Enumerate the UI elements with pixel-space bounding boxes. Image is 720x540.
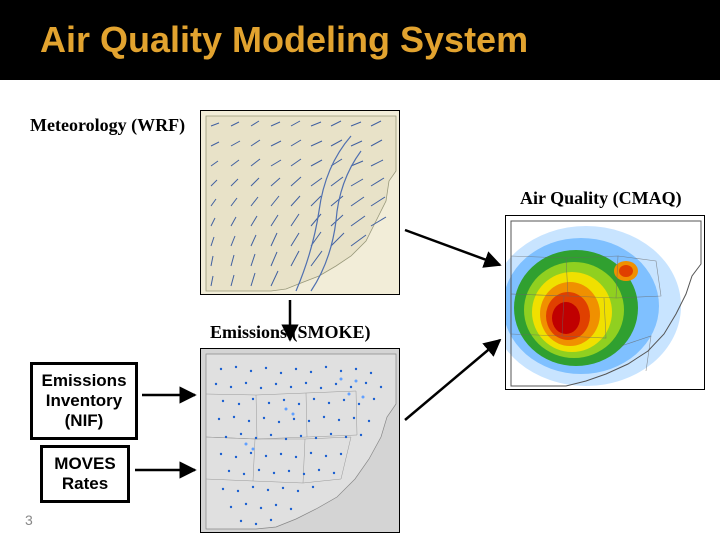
arrow-smoke-cmaq — [405, 340, 500, 420]
arrow-wrf-cmaq — [405, 230, 500, 265]
flow-arrows — [0, 0, 720, 540]
page-number: 3 — [25, 512, 33, 528]
